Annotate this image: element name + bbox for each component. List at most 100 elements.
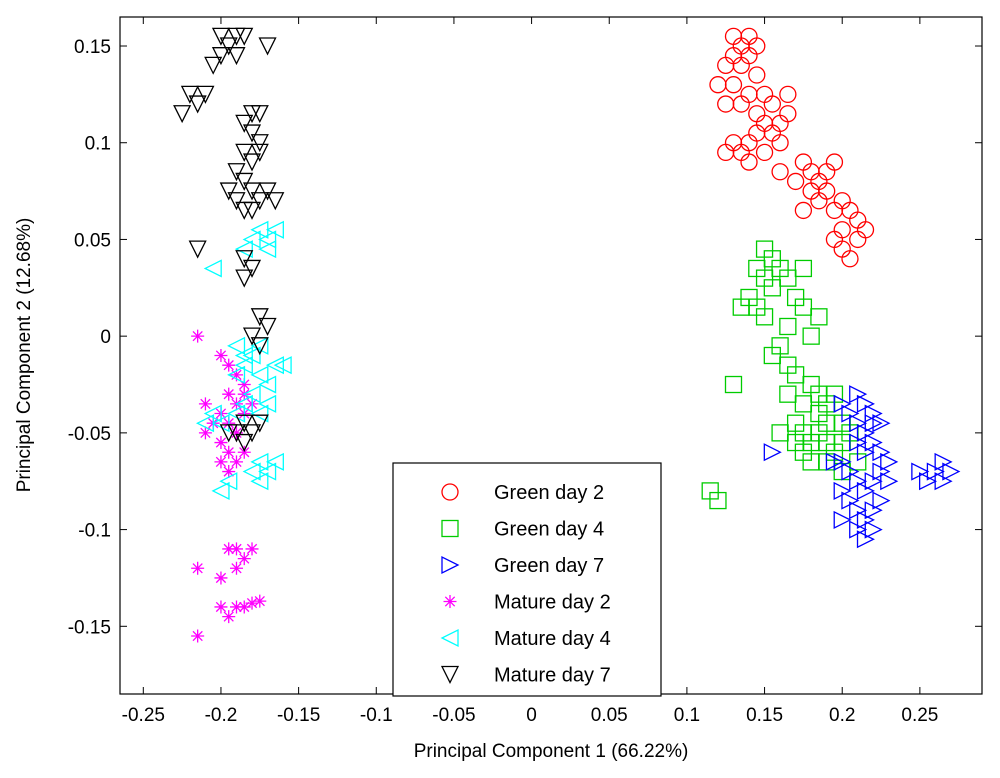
x-tick-label: 0.05: [591, 705, 628, 726]
x-tick-label: -0.25: [122, 705, 165, 726]
data-point: [227, 336, 246, 355]
data-point: [786, 172, 805, 191]
y-axis-label: Principal Component 2 (12.68%): [14, 218, 35, 493]
data-point: [833, 510, 852, 529]
data-point: [229, 368, 243, 382]
data-point: [242, 201, 262, 220]
data-point: [214, 600, 228, 614]
data-point: [794, 259, 813, 278]
data-point: [732, 298, 750, 316]
data-point: [258, 182, 277, 201]
data-point: [253, 594, 267, 608]
y-tick-label: 0.1: [85, 134, 111, 155]
axes-ticks: -0.25 -0.2 -0.15 -0.1 -0.05 0 0.05 0.1 0.15 0.2 0.…: [68, 17, 982, 726]
data-point: [203, 259, 222, 278]
data-point: [763, 443, 782, 462]
data-point: [250, 134, 269, 153]
data-point: [872, 491, 891, 510]
data-point: [229, 542, 243, 556]
data-point: [235, 250, 254, 269]
data-point: [802, 327, 820, 345]
data-point: [219, 37, 238, 56]
data-point: [779, 269, 797, 287]
data-point: [818, 182, 836, 200]
data-point: [818, 414, 836, 432]
data-point: [173, 105, 192, 124]
data-point: [204, 56, 223, 75]
data-point: [717, 143, 735, 162]
data-point: [229, 426, 243, 440]
data-point: [763, 346, 781, 365]
data-point: [214, 455, 228, 469]
data-point: [211, 481, 230, 500]
data-point: [864, 414, 883, 433]
data-point: [250, 308, 269, 327]
data-point: [856, 443, 875, 462]
x-tick-label: -0.2: [205, 705, 238, 726]
data-point: [242, 424, 262, 443]
legend-label: Mature day 7: [494, 665, 611, 687]
data-point: [242, 259, 262, 278]
data-point: [222, 445, 236, 459]
data-point: [732, 95, 750, 113]
data-point: [779, 385, 797, 403]
x-tick-label: -0.05: [432, 705, 475, 726]
data-point: [918, 472, 938, 491]
data-point: [724, 76, 743, 94]
legend-label: Mature day 4: [494, 628, 611, 650]
series-5: [195, 220, 292, 500]
data-point: [934, 472, 953, 491]
data-point: [222, 610, 236, 624]
x-tick-label: 0.1: [674, 705, 700, 726]
x-tick-label: -0.15: [277, 705, 320, 726]
data-point: [191, 629, 205, 643]
data-point: [794, 201, 813, 220]
y-tick-label: 0.15: [74, 37, 111, 58]
data-point: [195, 414, 215, 433]
data-point: [222, 542, 236, 556]
data-point: [250, 365, 269, 384]
data-point: [198, 397, 212, 411]
data-point: [258, 317, 277, 336]
data-point: [235, 433, 254, 452]
data-point: [740, 153, 758, 171]
legend-marker: [441, 555, 460, 575]
data-point: [841, 250, 859, 268]
data-point: [825, 452, 844, 471]
data-point: [771, 134, 789, 152]
data-point: [779, 317, 797, 336]
data-point: [250, 472, 269, 491]
series-6: [173, 27, 285, 452]
data-point: [794, 395, 813, 413]
data-point: [191, 329, 205, 343]
data-point: [234, 240, 253, 259]
data-point: [229, 600, 243, 614]
x-tick-label: -0.1: [360, 705, 393, 726]
data-point: [229, 561, 243, 575]
data-point: [198, 426, 212, 440]
x-tick-label: 0.25: [901, 705, 938, 726]
data-point: [235, 114, 254, 133]
series-3: [763, 385, 961, 549]
data-point: [779, 85, 797, 104]
data-point: [196, 85, 215, 104]
data-point: [794, 298, 813, 316]
data-point: [755, 85, 774, 104]
data-point: [250, 404, 269, 423]
data-point: [258, 240, 277, 259]
data-point: [242, 327, 262, 346]
data-point: [786, 433, 805, 452]
data-point: [755, 143, 774, 162]
legend-label: Green day 7: [494, 555, 604, 577]
data-point: [227, 163, 246, 182]
data-point: [242, 462, 261, 481]
data-point: [235, 143, 254, 162]
data-point: [825, 153, 844, 171]
data-point: [810, 308, 828, 326]
legend-entries: Green day 2 Green day 4 Green day 7 Mature …: [440, 482, 611, 687]
legend-marker: [441, 519, 459, 538]
y-tick-label: -0.1: [78, 521, 111, 542]
data-point: [880, 472, 899, 491]
x-tick-label: 0.15: [746, 705, 783, 726]
data-point: [227, 47, 246, 66]
